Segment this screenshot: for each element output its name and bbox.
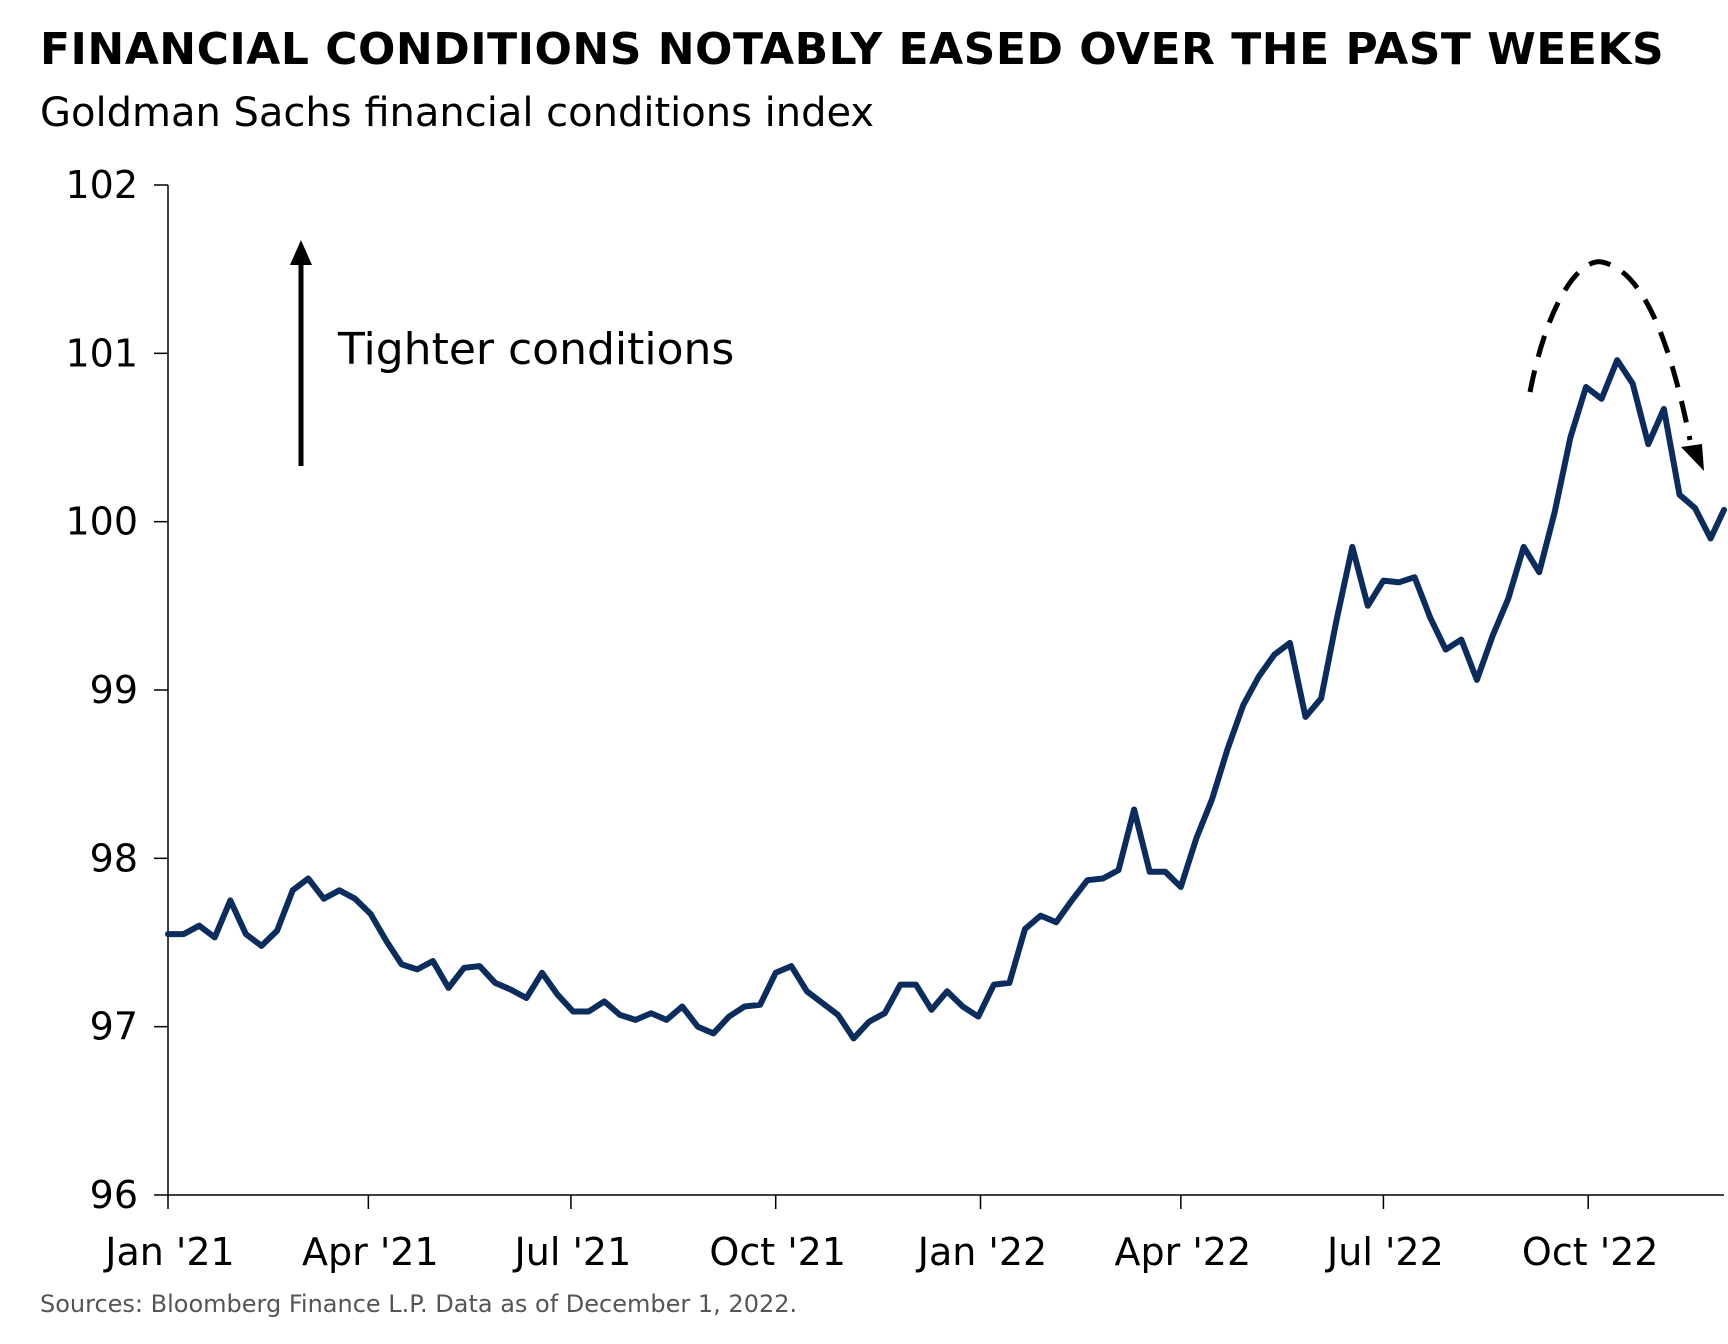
y-tick-label: 97 xyxy=(90,1005,138,1049)
x-tick-label: Jan '22 xyxy=(916,1230,1047,1274)
y-tick-label: 101 xyxy=(65,331,138,375)
y-tick-label: 98 xyxy=(90,836,138,880)
x-axis: Jan '21 Apr '21 Jul '21 Oct '21 Jan '22 Apr '… xyxy=(103,1194,1724,1274)
y-tick-label: 96 xyxy=(90,1173,138,1217)
dashed-trend-arc xyxy=(1527,259,1693,441)
series-layer xyxy=(165,357,1727,1042)
fci-series-line xyxy=(165,357,1727,1042)
x-tick-label: Jul '21 xyxy=(513,1230,632,1274)
y-tick-label: 102 xyxy=(65,163,138,207)
x-tick-label: Jan '21 xyxy=(103,1230,234,1274)
y-tick-label: 99 xyxy=(90,668,138,712)
y-tick-label: 100 xyxy=(65,500,138,544)
source-note: Sources: Bloomberg Finance L.P. Data as … xyxy=(40,1290,798,1318)
up-arrow-icon xyxy=(290,240,312,265)
annotation-layer: Tighter conditions xyxy=(290,240,1704,471)
chart-title: FINANCIAL CONDITIONS NOTABLY EASED OVER … xyxy=(40,24,1665,75)
x-tick-label: Apr '22 xyxy=(1115,1230,1252,1274)
x-tick-label: Oct '21 xyxy=(709,1230,846,1274)
x-tick-label: Apr '21 xyxy=(302,1230,439,1274)
down-arrow-icon xyxy=(1681,444,1704,471)
x-tick-label: Oct '22 xyxy=(1522,1230,1659,1274)
chart-subtitle: Goldman Sachs financial conditions index xyxy=(40,90,875,136)
x-tick-label: Jul '22 xyxy=(1325,1230,1444,1274)
tighter-conditions-label: Tighter conditions xyxy=(337,324,734,375)
y-axis: 96 97 98 99 100 101 102 xyxy=(65,163,169,1217)
